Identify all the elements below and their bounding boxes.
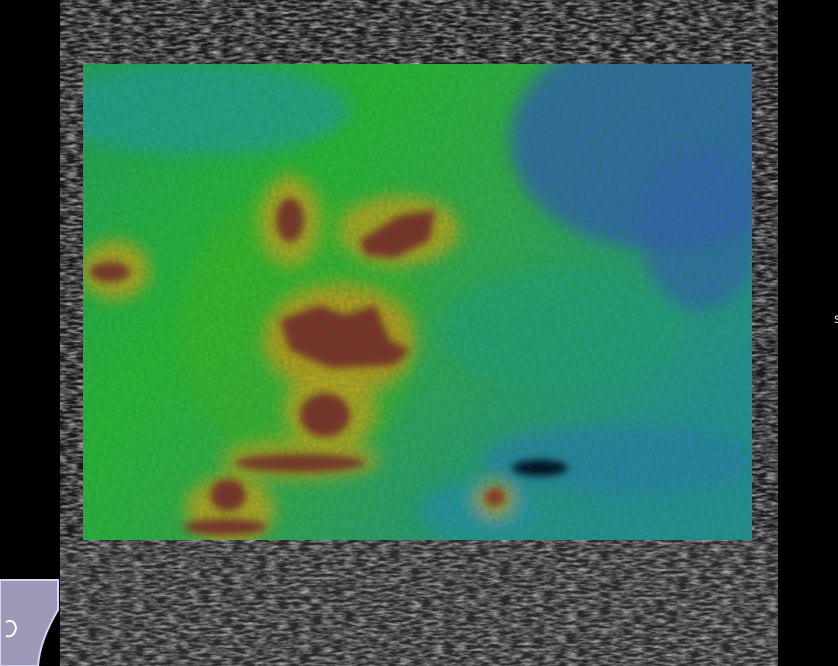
side-label: s bbox=[834, 312, 838, 327]
elastography-overlay bbox=[83, 64, 752, 540]
